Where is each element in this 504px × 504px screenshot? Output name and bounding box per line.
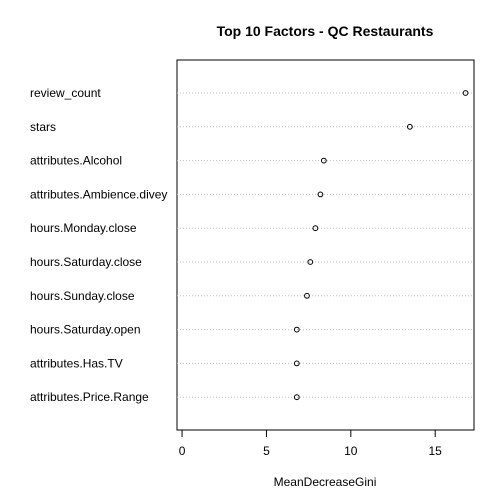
- factor-label: stars: [30, 120, 56, 134]
- data-point: [462, 90, 469, 96]
- grid-lines: [177, 92, 474, 398]
- factor-label: hours.Saturday.open: [30, 323, 141, 337]
- data-point: [307, 259, 314, 265]
- chart-title: Top 10 Factors - QC Restaurants: [217, 23, 434, 39]
- data-point: [293, 326, 300, 333]
- factor-label: attributes.Alcohol: [30, 154, 122, 168]
- data-point: [293, 360, 300, 367]
- x-tick-label: 0: [179, 444, 186, 458]
- x-tick-label: 15: [429, 444, 443, 458]
- data-point: [304, 292, 310, 299]
- x-axis-title: MeanDecreaseGini: [274, 475, 377, 489]
- x-tick-label: 5: [263, 444, 270, 458]
- data-point: [312, 225, 319, 232]
- factor-label: hours.Saturday.close: [30, 255, 142, 269]
- factor-label: attributes.Ambience.divey: [30, 187, 167, 201]
- factor-label: attributes.Has.TV: [30, 356, 123, 370]
- plot-frame: [176, 59, 475, 431]
- data-point: [293, 394, 300, 401]
- factor-label: hours.Monday.close: [30, 221, 137, 235]
- factor-label: attributes.Price.Range: [30, 390, 149, 404]
- x-axis: 0 5 10 15: [179, 429, 443, 458]
- x-tick-label: 10: [344, 444, 358, 458]
- data-points: [293, 90, 469, 401]
- factor-label: hours.Sunday.close: [30, 289, 135, 303]
- data-point: [406, 123, 413, 130]
- factor-label: review_count: [30, 86, 101, 100]
- data-point: [320, 157, 327, 164]
- data-point: [317, 191, 324, 198]
